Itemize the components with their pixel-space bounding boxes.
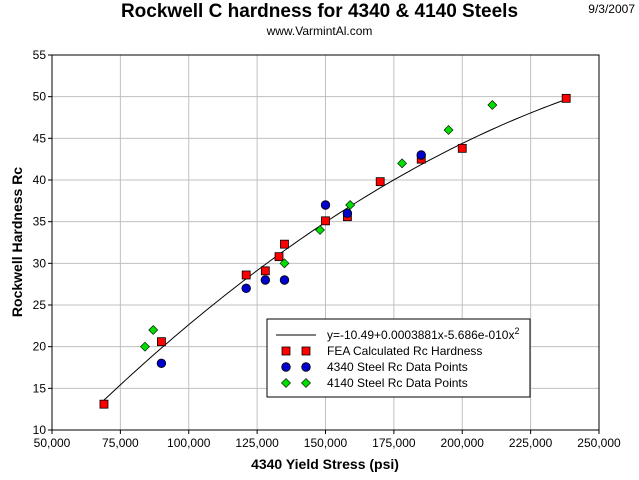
chart-date: 9/3/2007 (588, 2, 635, 16)
square-data-point (321, 216, 330, 226)
y-tick-label: 25 (33, 298, 47, 312)
circle-data-point (320, 200, 331, 210)
square-data-point (241, 270, 251, 280)
x-tick-label: 175,000 (372, 436, 416, 450)
legend: y=-10.49+0.0003881x-5.686e-010x2 FEA Cal… (266, 318, 531, 398)
x-tick-label: 125,000 (235, 436, 279, 450)
y-tick-label: 40 (33, 173, 47, 187)
y-tick-label: 10 (33, 423, 47, 437)
legend-series-label: FEA Calculated Rc Hardness (327, 344, 482, 358)
x-tick-label: 225,000 (509, 436, 553, 450)
legend-fit-exponent: 2 (514, 326, 519, 336)
square-data-point (156, 337, 166, 347)
x-tick-label: 150,000 (304, 436, 348, 450)
diamond-data-point (279, 258, 290, 269)
square-data-point (260, 266, 270, 276)
x-tick-label: 200,000 (441, 436, 485, 450)
y-tick-label: 15 (33, 381, 47, 395)
x-axis-title: 4340 Yield Stress (psi) (251, 456, 399, 472)
legend-series-label: 4340 Steel Rc Data Points (327, 360, 468, 374)
x-axis-ticks: 50,000 75,000 100,000 125,000 150,000 175,000… (34, 430, 621, 450)
y-tick-label: 55 (33, 48, 47, 62)
data-points (99, 93, 571, 409)
y-axis-title: Rockwell Hardness Rc (9, 167, 25, 317)
diamond-data-point (148, 325, 159, 335)
x-tick-label: 100,000 (167, 436, 211, 450)
x-tick-label: 250,000 (577, 436, 621, 450)
legend-square-marker (281, 346, 291, 356)
square-data-point (99, 399, 109, 409)
y-tick-label: 30 (33, 256, 47, 270)
legend-circle-marker (281, 362, 291, 372)
diamond-data-point (140, 341, 150, 352)
y-tick-label: 35 (33, 215, 47, 229)
legend-circle-marker (301, 362, 311, 372)
diamond-data-point (397, 158, 408, 169)
x-tick-label: 75,000 (102, 436, 139, 450)
square-data-point (457, 143, 467, 153)
legend-square-marker (301, 346, 311, 356)
square-data-point (561, 93, 571, 103)
square-data-point (375, 177, 385, 187)
legend-diamond-marker (301, 378, 311, 388)
square-data-point (274, 252, 284, 262)
y-tick-label: 20 (33, 340, 47, 354)
circle-data-point (342, 208, 353, 219)
legend-fit-equation: y=-10.49+0.0003881x-5.686e-010x (327, 328, 514, 342)
circle-data-point (156, 358, 167, 369)
y-axis-ticks: 10 15 20 25 30 35 40 45 50 55 (33, 48, 52, 437)
fit-curve (103, 98, 567, 401)
legend-series-rows: FEA Calculated Rc Hardness 4340 Steel Rc … (281, 344, 482, 390)
circle-data-point (260, 275, 271, 285)
legend-fit-label: y=-10.49+0.0003881x-5.686e-010x2 (327, 326, 520, 342)
y-tick-label: 50 (33, 90, 47, 104)
diamond-data-point (345, 200, 356, 210)
legend-diamond-marker (281, 378, 291, 388)
circle-data-point (241, 283, 251, 294)
diamond-data-point (443, 125, 454, 135)
chart-title: Rockwell C hardness for 4340 & 4140 Stee… (120, 1, 519, 22)
legend-box (266, 318, 531, 398)
circle-data-point (416, 150, 426, 160)
chart-subtitle: www.VarmintAl.com (266, 24, 373, 38)
diamond-data-point (487, 100, 498, 110)
square-data-point (280, 239, 289, 249)
circle-data-point (279, 275, 290, 285)
legend-series-label: 4140 Steel Rc Data Points (327, 376, 468, 390)
diamond-data-point (315, 225, 325, 235)
x-tick-label: 50,000 (34, 436, 71, 450)
y-tick-label: 45 (33, 131, 47, 145)
